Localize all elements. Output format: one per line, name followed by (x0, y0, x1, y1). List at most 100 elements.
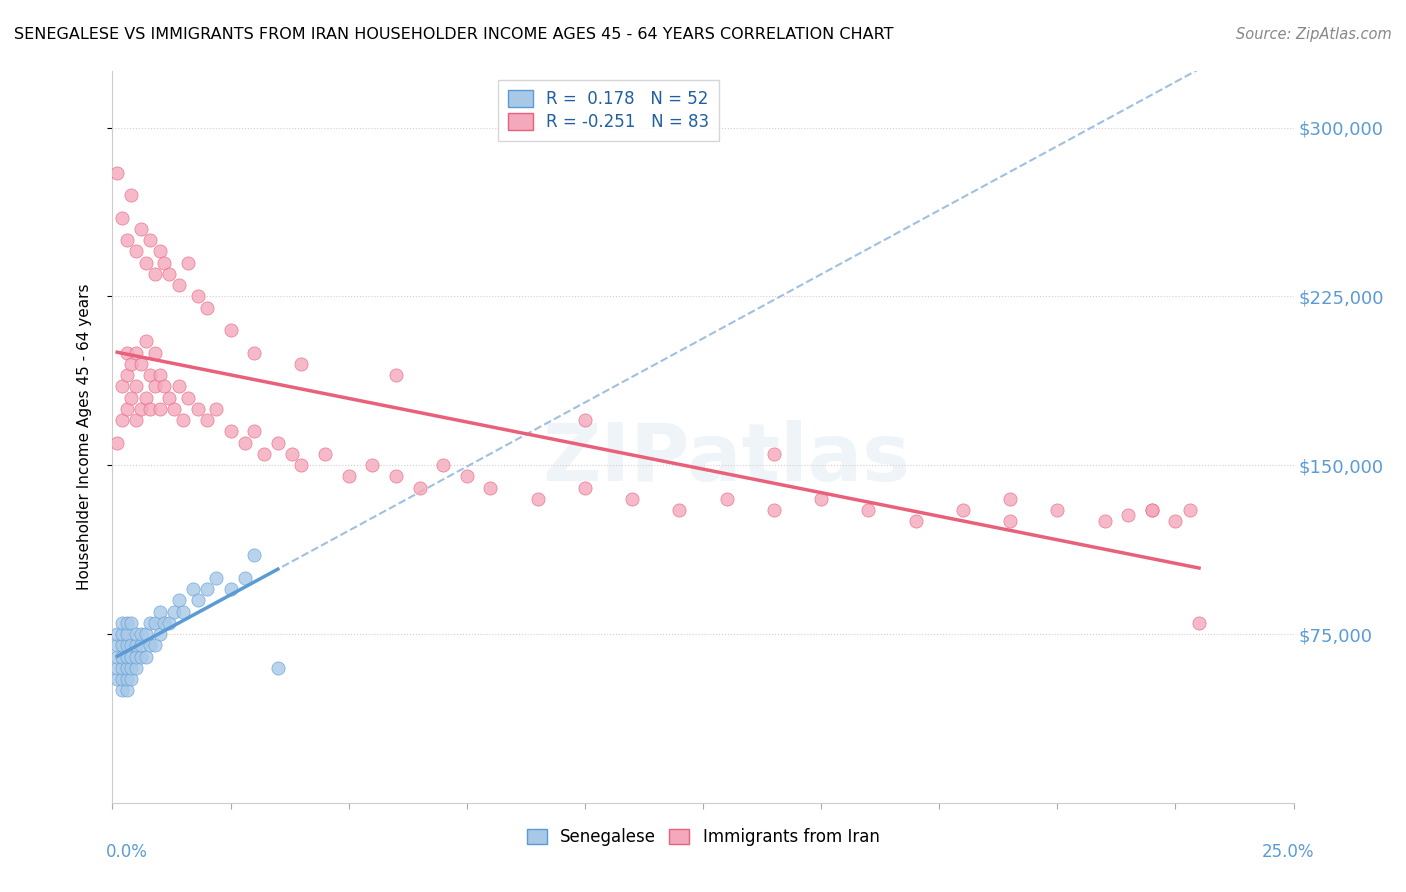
Point (135, 334, 157, 349)
Point (314, 447, 336, 461)
Point (111, 638, 134, 652)
Point (129, 638, 152, 652)
Point (115, 345, 138, 359)
Point (385, 469, 408, 483)
Point (105, 627, 128, 641)
Point (129, 401, 152, 416)
Point (111, 379, 134, 393)
Point (115, 233, 138, 247)
Point (205, 401, 228, 416)
Point (115, 649, 138, 664)
Point (408, 481, 430, 495)
Point (139, 233, 162, 247)
Point (135, 391, 157, 405)
Point (1164, 515, 1187, 529)
Point (125, 345, 148, 359)
Point (998, 491, 1021, 506)
Point (111, 627, 134, 641)
Point (139, 638, 162, 652)
Point (186, 289, 208, 303)
Point (129, 649, 152, 664)
Point (125, 379, 148, 393)
Point (153, 379, 176, 393)
Point (904, 515, 927, 529)
Point (129, 357, 152, 371)
Point (120, 357, 142, 371)
Point (135, 649, 157, 664)
Point (105, 661, 128, 675)
Point (149, 627, 172, 641)
Point (115, 368, 138, 383)
Point (205, 571, 228, 585)
Point (149, 244, 172, 259)
Point (111, 661, 134, 675)
Point (1094, 515, 1116, 529)
Point (172, 413, 194, 427)
Point (290, 357, 312, 371)
Point (219, 582, 242, 596)
Point (143, 615, 166, 630)
Point (120, 672, 142, 686)
Point (267, 435, 290, 450)
Point (1116, 508, 1139, 522)
Text: Source: ZipAtlas.com: Source: ZipAtlas.com (1236, 27, 1392, 42)
Point (243, 548, 266, 562)
Point (243, 425, 266, 439)
Point (139, 368, 162, 383)
Point (219, 425, 242, 439)
Point (762, 503, 785, 517)
Point (105, 672, 128, 686)
Point (149, 368, 172, 383)
Point (120, 649, 142, 664)
Point (195, 413, 218, 427)
Point (195, 582, 218, 596)
Point (111, 211, 134, 225)
Point (157, 615, 180, 630)
Point (1178, 503, 1201, 517)
Point (125, 649, 148, 664)
Point (111, 672, 134, 686)
Point (157, 267, 180, 281)
Point (163, 605, 186, 619)
Point (167, 593, 190, 607)
Point (1140, 503, 1163, 517)
Point (115, 638, 138, 652)
Text: ZIPatlas: ZIPatlas (543, 420, 911, 498)
Point (135, 627, 157, 641)
Point (186, 593, 208, 607)
Point (172, 605, 194, 619)
Point (120, 661, 142, 675)
Point (115, 672, 138, 686)
Point (253, 447, 276, 461)
Point (361, 458, 384, 473)
Point (111, 615, 134, 630)
Point (139, 615, 162, 630)
Point (762, 447, 785, 461)
Point (115, 627, 138, 641)
Point (1188, 615, 1211, 630)
Point (186, 401, 208, 416)
Point (267, 661, 290, 675)
Point (115, 401, 138, 416)
Point (177, 391, 200, 405)
Point (195, 301, 218, 315)
Point (111, 413, 134, 427)
Point (952, 503, 974, 517)
Point (1140, 503, 1163, 517)
Point (810, 491, 832, 506)
Point (337, 469, 360, 483)
Y-axis label: Householder Income Ages 45 - 64 years: Householder Income Ages 45 - 64 years (77, 284, 91, 591)
Point (125, 661, 148, 675)
Point (181, 582, 204, 596)
Point (177, 255, 200, 269)
Point (219, 323, 242, 337)
Point (111, 683, 134, 698)
Point (716, 491, 738, 506)
Point (153, 615, 176, 630)
Point (153, 255, 176, 269)
Point (135, 255, 157, 269)
Point (157, 391, 180, 405)
Point (668, 503, 690, 517)
Point (105, 435, 128, 450)
Point (120, 188, 142, 202)
